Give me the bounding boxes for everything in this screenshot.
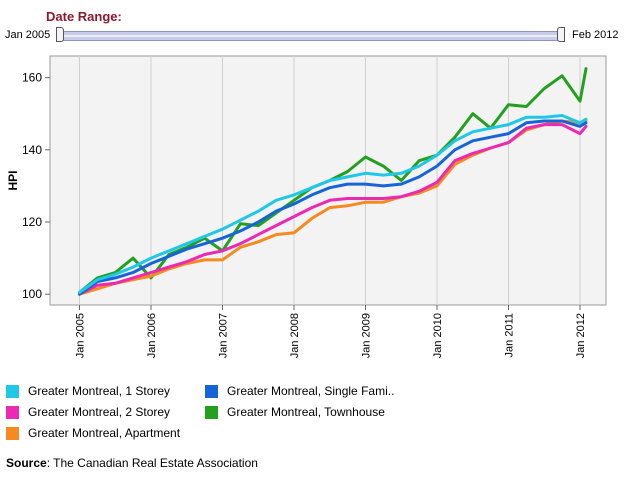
legend-label: Greater Montreal, Townhouse xyxy=(227,405,385,419)
date-range-start-label: Jan 2005 xyxy=(5,29,51,41)
x-tick-label: Jan 2011 xyxy=(504,313,516,357)
y-tick-label: 100 xyxy=(22,287,42,301)
date-range-end-handle[interactable] xyxy=(557,27,565,42)
legend-label: Greater Montreal, 2 Storey xyxy=(28,405,171,419)
series-line-greater-montreal-single-fami xyxy=(78,119,588,296)
legend-label: Greater Montreal, Single Fami.. xyxy=(227,384,395,398)
x-tick-label: Jan 2008 xyxy=(289,313,301,358)
x-tick-label: Jan 2010 xyxy=(432,313,444,358)
date-range-start-handle[interactable] xyxy=(56,27,64,42)
source-text: : The Canadian Real Estate Association xyxy=(46,456,258,470)
y-tick-label: 120 xyxy=(22,215,42,229)
legend-item: Greater Montreal, Apartment xyxy=(6,426,180,440)
source-label: Source xyxy=(6,456,47,470)
date-range-title: Date Range: xyxy=(46,9,122,24)
hpi-line-chart: Jan 2005 Jan 2006 Jan 2007 Jan 2008 Jan 2009… xyxy=(6,55,607,358)
legend-swatch xyxy=(205,384,218,398)
legend-swatch xyxy=(6,405,19,419)
date-range-end-label: Feb 2012 xyxy=(572,29,619,41)
legend-swatch xyxy=(205,405,218,419)
series-line-greater-montreal-1-storey xyxy=(78,114,588,294)
legend-label: Greater Montreal, 1 Storey xyxy=(28,384,171,398)
legend-item: Greater Montreal, 2 Storey xyxy=(6,405,170,419)
x-tick-label: Jan 2006 xyxy=(146,313,158,358)
legend-label: Greater Montreal, Apartment xyxy=(28,426,181,440)
source-note: Source: The Canadian Real Estate Associa… xyxy=(6,456,258,470)
y-tick-label: 140 xyxy=(22,143,42,157)
y-tick-label: 160 xyxy=(22,71,42,85)
x-tick-label: Jan 2005 xyxy=(75,313,87,358)
legend-item: Greater Montreal, Single Fami.. xyxy=(205,384,394,398)
date-range-slider-track[interactable] xyxy=(60,31,561,41)
x-tick-label: Jan 2007 xyxy=(218,313,230,358)
slider-track-fill xyxy=(62,35,559,37)
series-line-greater-montreal-2-storey xyxy=(78,123,588,296)
x-tick-label: Jan 2009 xyxy=(361,313,373,358)
legend-swatch xyxy=(6,426,19,440)
legend-swatch xyxy=(6,384,19,398)
y-axis-label: HPI xyxy=(6,170,20,190)
x-tick-label: Jan 2012 xyxy=(575,313,587,358)
legend-item: Greater Montreal, 1 Storey xyxy=(6,384,170,398)
legend-item: Greater Montreal, Townhouse xyxy=(205,405,385,419)
